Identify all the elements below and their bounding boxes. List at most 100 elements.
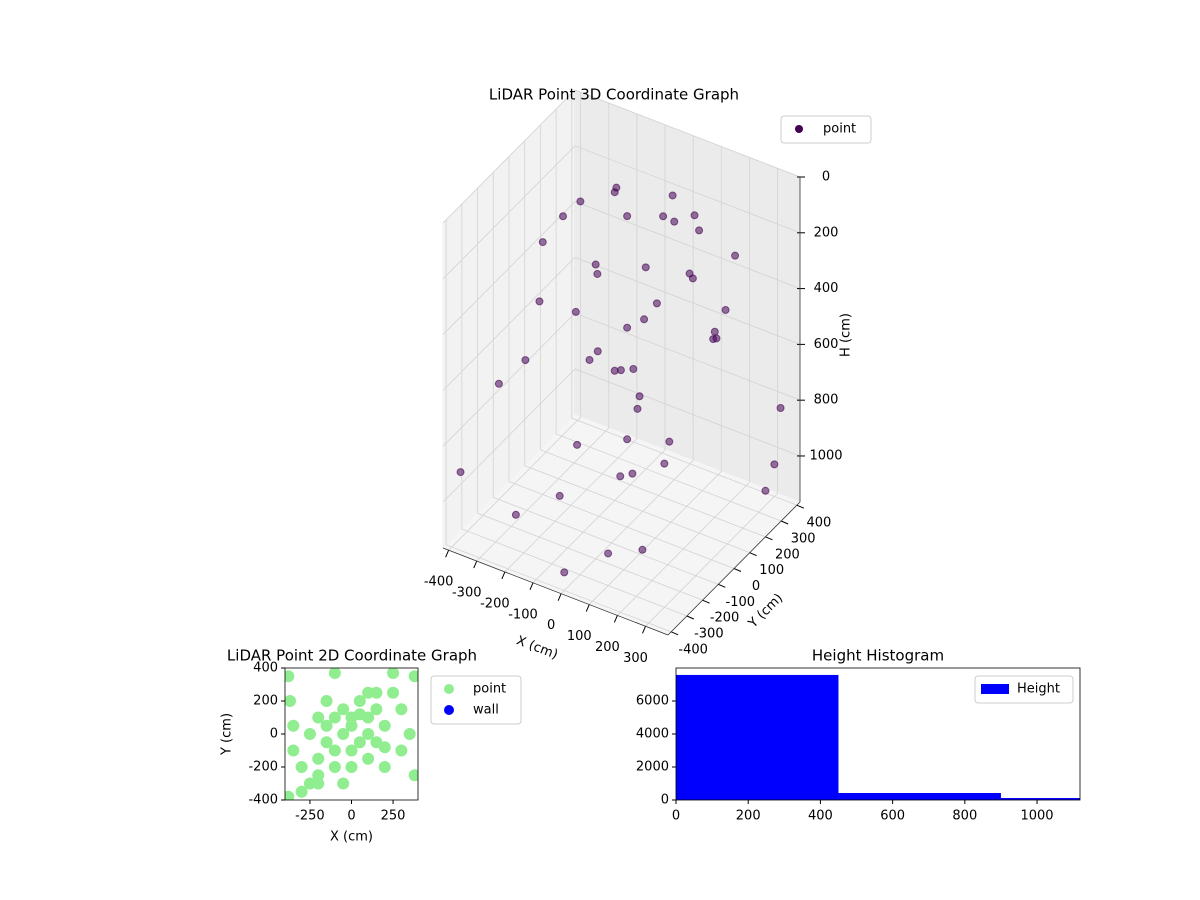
point [395,703,408,716]
point [337,703,350,716]
point [345,711,358,724]
legend-label: point [823,122,856,137]
point [295,761,308,773]
point [555,491,564,500]
points [285,668,418,800]
z-axis-label: H (cm) [839,313,854,357]
legend-marker [444,684,454,694]
y-tick-mark [749,552,757,557]
grid-line [445,219,672,633]
point [312,711,325,724]
legend-swatch [981,684,1009,694]
x-tick-label: -100 [508,607,538,622]
y-tick-label: 6000 [636,694,669,709]
point [295,785,308,798]
x-axis-label: X (cm) [330,830,373,845]
point [585,355,594,364]
grid-line [555,109,782,522]
x-tick-label: 100 [567,629,592,644]
grid-line [571,93,798,506]
legend-label: point [473,682,506,697]
point [652,299,661,308]
y-tick-label: 400 [806,516,831,531]
chart-title: Height Histogram [812,647,944,665]
point [668,191,677,200]
point [695,226,704,235]
point [538,238,547,247]
y-axis-line [667,501,801,636]
point [312,777,325,790]
grid-line [645,168,778,627]
y-tick-mark [686,615,695,620]
y-tick-label: 300 [791,532,816,547]
legend: point wall [430,675,522,725]
x-tick-label: 0 [547,618,555,633]
grid-line [442,256,801,391]
y-tick-label: -200 [248,760,278,775]
point [610,366,619,375]
y-tick-label: -100 [726,595,756,610]
point [345,761,358,773]
grid-line [617,157,750,616]
x-tick-mark [642,626,646,634]
x-tick-mark [585,604,590,612]
point [688,274,697,283]
point [521,356,530,365]
x-tick-mark [529,582,534,590]
grid-line [461,204,688,617]
point [408,670,418,683]
grid-line [442,145,801,280]
x-tick-mark [557,593,562,601]
point [535,297,544,306]
point [320,695,333,707]
point [328,711,341,724]
y-tick-label: -300 [694,627,724,642]
point [633,404,642,413]
point [623,323,632,332]
point [456,468,465,477]
legend: point [780,115,872,144]
x-tick-label: 300 [623,651,648,666]
x-tick-label: -400 [424,575,454,590]
point [623,435,632,444]
bar [676,674,839,800]
grid-line [524,140,750,554]
point [593,269,602,278]
point [616,472,625,481]
point [387,686,400,699]
grid-line [560,135,694,594]
y-axis-label: Y (cm) [220,713,235,756]
point [337,777,350,790]
point [328,761,341,773]
point [709,335,718,344]
grid-line [504,113,638,573]
legend-box [974,675,1074,704]
grid-line [508,156,735,569]
point [312,752,325,765]
z-tick-label: 200 [814,225,839,240]
y-tick-mark [718,583,726,588]
y-tick-label: 0 [270,727,278,742]
x-tick-label: 1000 [1020,809,1053,824]
point [287,719,300,732]
grid-line [442,89,801,224]
point [761,486,770,495]
point [591,260,600,269]
point [612,183,621,192]
point [328,744,341,757]
point [378,719,391,732]
point [690,211,699,220]
point [303,777,316,790]
y-tick-label: 0 [661,793,669,808]
y-tick-mark [670,631,679,636]
point [370,686,383,699]
point [640,315,649,324]
point [576,197,585,206]
point [628,469,637,478]
y-tick-label: 2000 [636,760,669,775]
point [770,460,779,469]
y-tick-label: -400 [678,642,708,657]
point [285,695,296,707]
